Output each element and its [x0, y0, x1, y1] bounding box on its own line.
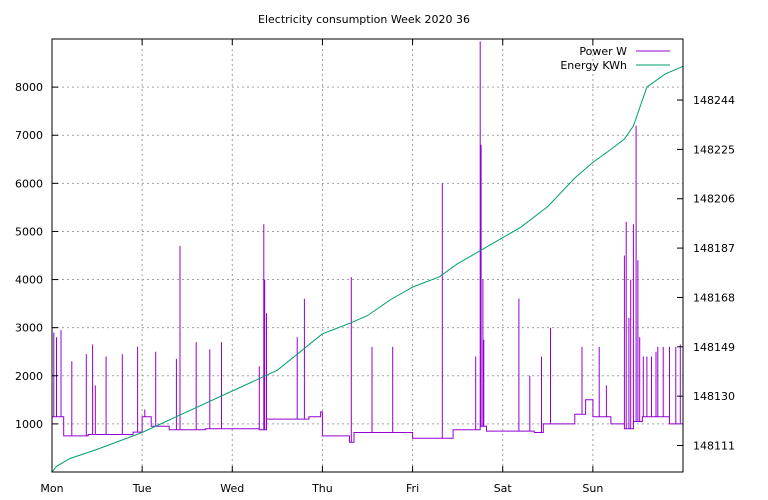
x-tick-label: Tue — [132, 482, 152, 495]
legend-energy-label: Energy KWh — [560, 59, 627, 72]
x-tick-label: Sun — [582, 482, 603, 495]
y-right-tick-label: 148187 — [693, 242, 735, 255]
y-right-tick-label: 148149 — [693, 341, 735, 354]
power-series — [52, 41, 683, 443]
y-right-tick-label: 148168 — [693, 291, 735, 304]
x-tick-label: Wed — [220, 482, 244, 495]
legend-power-label: Power W — [579, 45, 627, 58]
y-left-tick-label: 3000 — [15, 322, 43, 335]
chart-title: Electricity consumption Week 2020 36 — [258, 13, 470, 26]
y-left-tick-label: 4000 — [15, 274, 43, 287]
y-left-tick-label: 1000 — [15, 418, 43, 431]
x-tick-label: Fri — [406, 482, 419, 495]
x-tick-label: Sat — [494, 482, 513, 495]
energy-series-line — [51, 65, 684, 473]
y-left-tick-label: 8000 — [15, 81, 43, 94]
x-tick-label: Thu — [311, 482, 333, 495]
ticks: Mon Tue Wed Thu Fri Sat Sun 1000 2000 3000 4000 500… — [15, 39, 735, 495]
y-left-tick-label: 6000 — [15, 177, 43, 190]
power-series-line — [52, 41, 683, 443]
y-right-tick-label: 148225 — [693, 143, 735, 156]
energy-series — [51, 65, 684, 473]
y-left-tick-label: 2000 — [15, 370, 43, 383]
y-right-tick-label: 148206 — [693, 193, 735, 206]
y-right-tick-label: 148244 — [693, 94, 735, 107]
y-right-tick-label: 148130 — [693, 390, 735, 403]
plot-border — [51, 38, 684, 473]
x-tick-label: Mon — [40, 482, 63, 495]
y-left-tick-label: 7000 — [15, 129, 43, 142]
y-right-tick-label: 148111 — [693, 440, 735, 453]
y-left-tick-label: 5000 — [15, 225, 43, 238]
grid — [52, 39, 683, 472]
